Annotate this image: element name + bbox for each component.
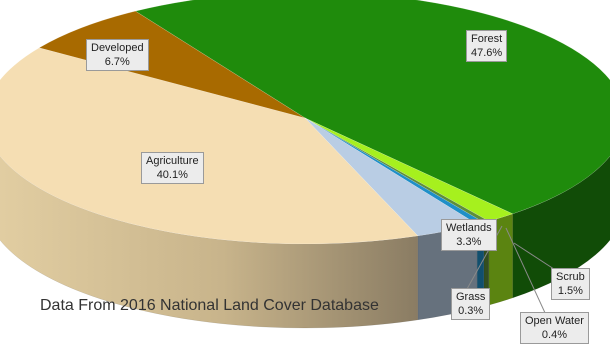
data-label-name: Open Water xyxy=(525,315,584,327)
data-label-forest: Forest 47.6% xyxy=(466,30,508,62)
leader-line-open-water xyxy=(505,227,547,316)
data-label-value: 0.3% xyxy=(458,305,484,317)
data-label-name: Scrub xyxy=(556,271,585,283)
data-label-value: 3.3% xyxy=(456,236,482,248)
data-label-value: 40.1% xyxy=(156,169,188,181)
data-label-open-water: Open Water 0.4% xyxy=(520,312,589,344)
data-label-name: Developed xyxy=(91,42,144,54)
pie-side-agriculture xyxy=(0,155,419,329)
data-label-value: 0.4% xyxy=(541,329,567,341)
data-label-name: Agriculture xyxy=(146,155,199,167)
data-label-wetlands: Wetlands 3.3% xyxy=(441,219,497,251)
data-label-value: 6.7% xyxy=(104,56,130,68)
data-label-name: Wetlands xyxy=(446,222,492,234)
data-label-name: Forest xyxy=(471,33,503,45)
data-label-scrub: Scrub 1.5% xyxy=(551,268,590,300)
data-label-value: 47.6% xyxy=(471,47,503,59)
pie-slice-developed xyxy=(38,10,306,119)
data-label-name: Grass xyxy=(456,291,486,303)
data-label-agriculture: Agriculture 40.1% xyxy=(141,152,204,184)
data-label-value: 1.5% xyxy=(557,285,583,297)
pie-slice-agriculture xyxy=(0,47,419,245)
chart-source-note: Data From 2016 National Land Cover Datab… xyxy=(40,297,379,314)
data-label-grass: Grass 0.3% xyxy=(451,288,491,320)
leader-line-scrub xyxy=(513,242,558,272)
data-label-developed: Developed 6.7% xyxy=(86,39,149,71)
